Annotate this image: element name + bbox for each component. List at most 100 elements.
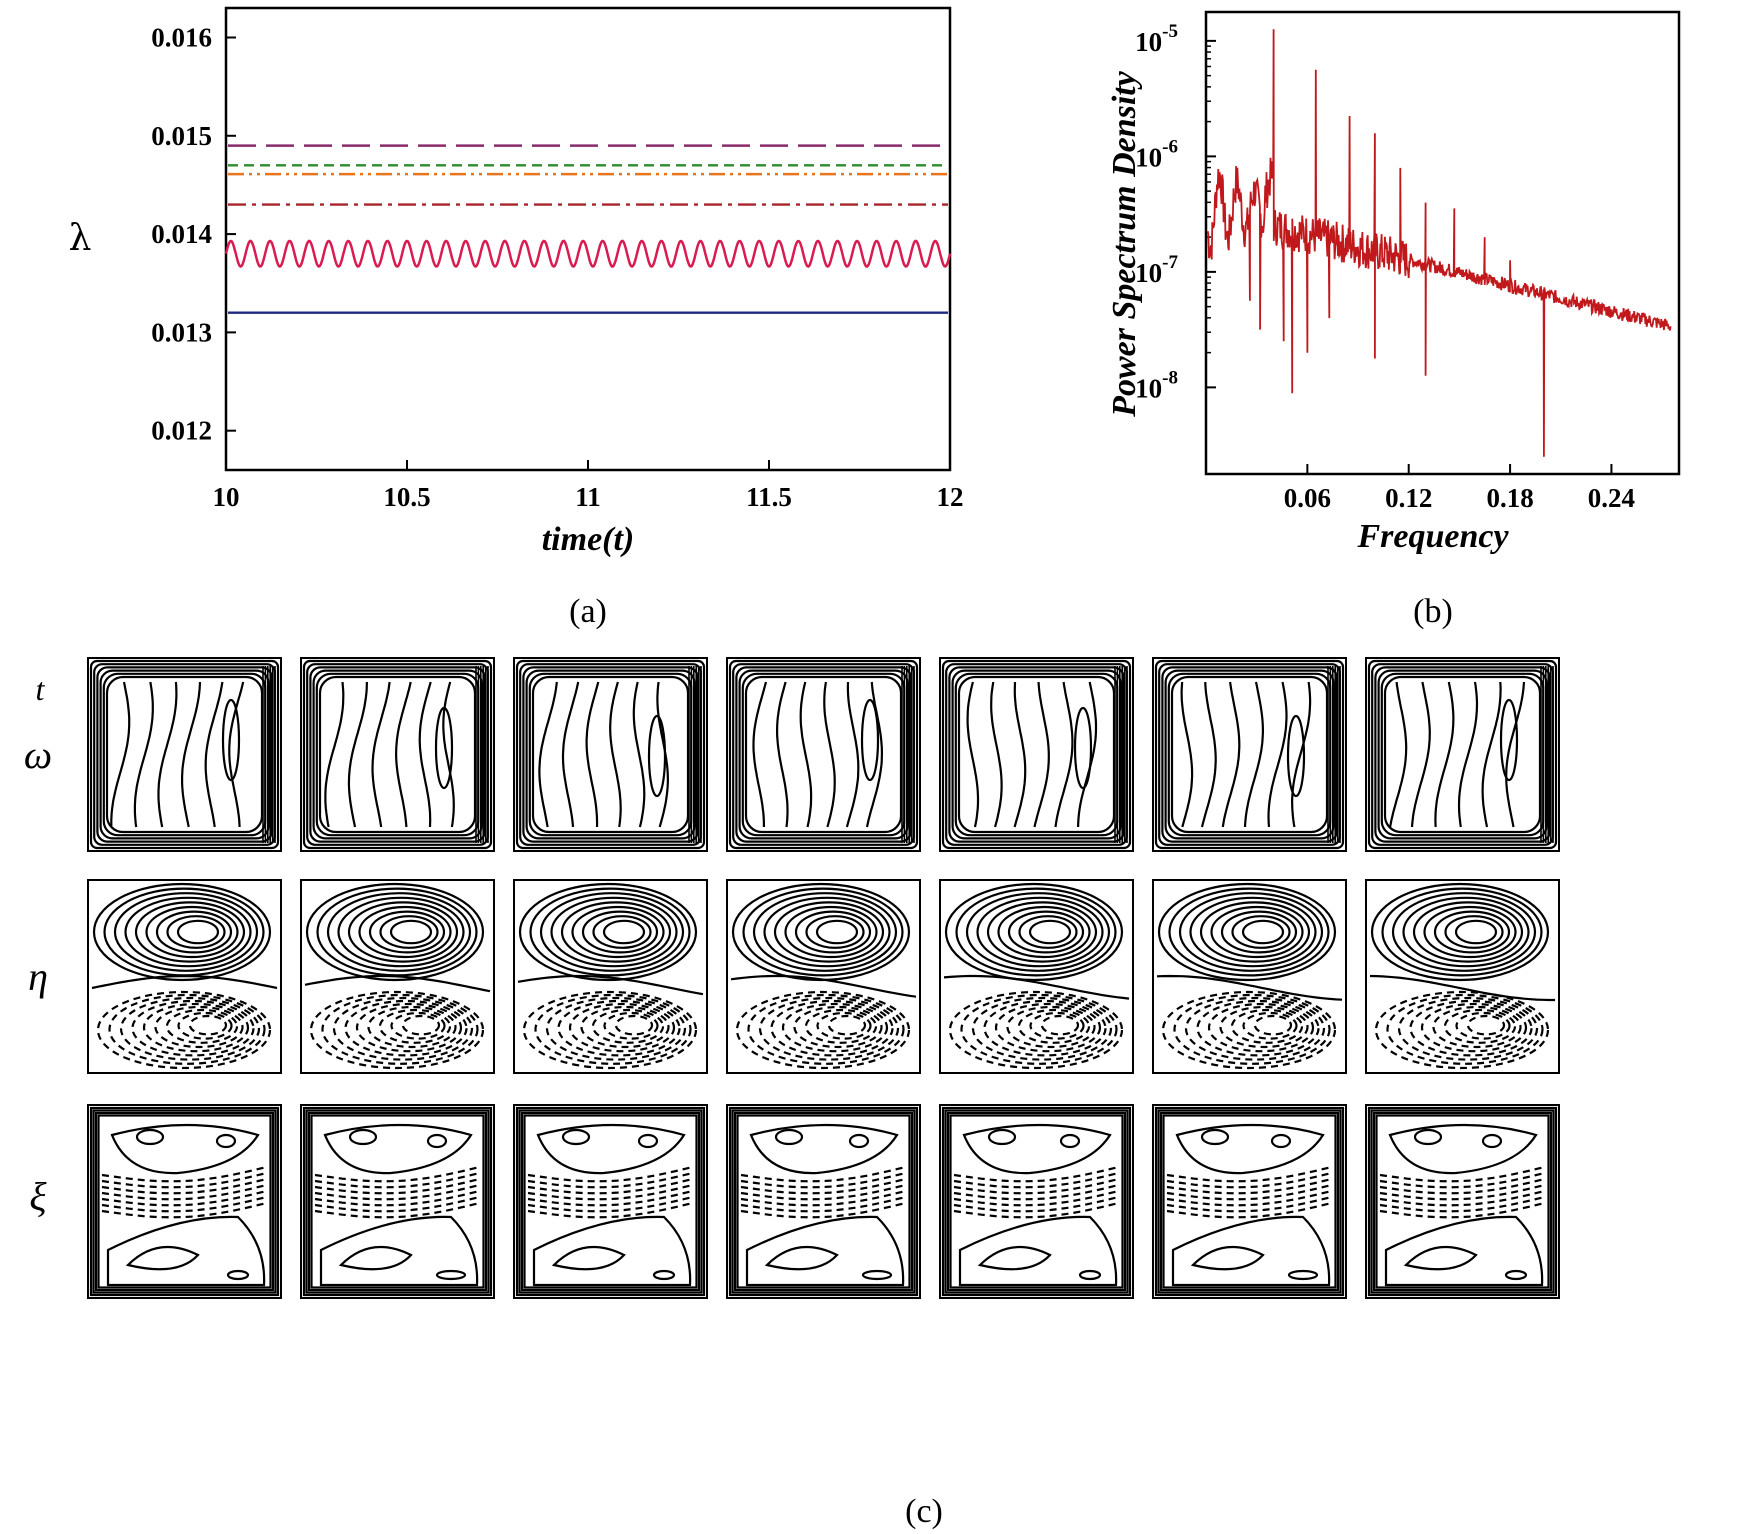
xi-negative-contour (1379, 1177, 1546, 1195)
vorticity-contour (1077, 681, 1098, 828)
xi-boundary-contour (1162, 1114, 1337, 1289)
eta-positive-contour (124, 896, 252, 968)
eta-negative-contour (154, 1005, 244, 1049)
xi-negative-contour (1379, 1189, 1546, 1207)
xi-lower-contour (745, 1215, 905, 1287)
xi-island-contour (561, 1128, 591, 1146)
xi-negative-contour (101, 1177, 268, 1195)
eta-negative-contour (816, 1011, 872, 1040)
xi-contour-panel (513, 1104, 708, 1299)
xi-inner-contour (338, 1245, 413, 1271)
eta-negative-contour (1040, 1014, 1080, 1036)
eta-positive-contour (997, 905, 1091, 959)
row-label-xi: ξ (29, 1174, 47, 1219)
eta-positive-contour (529, 887, 691, 977)
eta-negative-contour (1374, 990, 1550, 1070)
chart-b-ytick-label: 10-7 (1135, 252, 1178, 288)
vorticity-boundary-contour (735, 666, 912, 843)
eta-contour-panel (1152, 879, 1347, 1074)
xi-island-contour (215, 1133, 237, 1149)
eta-negative-contour (119, 996, 261, 1061)
eta-positive-contour (752, 892, 898, 972)
vorticity-contour (133, 681, 154, 828)
eta-negative-contour (1386, 993, 1544, 1065)
xi-negative-contour (314, 1171, 481, 1189)
chart-a-ytick-label: 0.015 (151, 121, 212, 151)
eta-negative-contour (378, 1008, 452, 1044)
vorticity-boundary-contour (948, 666, 1125, 843)
eta-positive-contour (1370, 882, 1550, 982)
xi-island-contour (135, 1128, 165, 1146)
xi-negative-contour (314, 1177, 481, 1195)
eta-positive-contour (815, 919, 859, 945)
eta-positive-contour (1423, 905, 1517, 959)
vorticity-contour (181, 681, 202, 828)
caption-a: (a) (569, 593, 607, 630)
chart-a-ytick-label: 0.013 (151, 317, 212, 347)
eta-positive-contour (1168, 887, 1330, 977)
eta-negative-contour (557, 999, 681, 1057)
xi-boundary-contour (97, 1114, 272, 1289)
eta-contour-panel (1365, 879, 1560, 1074)
vorticity-contour-panel (726, 657, 921, 852)
chart-a-xtick-label: 11.5 (746, 482, 792, 512)
xi-island-contour (1481, 1133, 1503, 1149)
xi-negative-contour (314, 1165, 481, 1183)
eta-positive-contour (1157, 882, 1337, 982)
vorticity-boundary-contour (1367, 659, 1558, 850)
xi-island-contour (652, 1269, 676, 1281)
contour-frame (726, 657, 921, 852)
xi-boundary-contour (89, 1106, 280, 1297)
eta-positive-contour (602, 919, 646, 945)
eta-zero-contour (1156, 974, 1343, 1001)
vorticity-contour-panel (1152, 657, 1347, 852)
vorticity-contour (632, 681, 646, 828)
xi-negative-contour (740, 1189, 907, 1207)
xi-negative-contour (953, 1189, 1120, 1207)
eta-positive-contour (986, 901, 1098, 963)
eta-negative-contour (1420, 1002, 1528, 1053)
xi-negative-contour (527, 1177, 694, 1195)
eta-zero-contour (517, 974, 704, 996)
row-labels: ω η ξ (24, 732, 52, 1219)
eta-positive-contour (571, 905, 665, 959)
eta-contour-panel (300, 879, 495, 1074)
vorticity-contour (752, 681, 768, 827)
eta-negative-contour (1432, 1005, 1522, 1049)
xi-boundary-contour (92, 1109, 277, 1294)
eta-negative-contour (321, 993, 479, 1065)
vorticity-contour (1505, 681, 1526, 828)
xi-negative-contour (740, 1171, 907, 1189)
xi-boundary-contour (1154, 1106, 1345, 1297)
vorticity-contour (347, 681, 368, 828)
xi-boundary-contour (1372, 1111, 1553, 1292)
xi-island-contour (848, 1133, 870, 1149)
xi-negative-contour (101, 1165, 268, 1183)
eta-positive-contour (1018, 915, 1078, 949)
xi-negative-contour (101, 1189, 268, 1207)
xi-negative-contour (1166, 1195, 1333, 1213)
vorticity-contour-panel (939, 657, 1134, 852)
vorticity-contour (1180, 681, 1194, 828)
xi-boundary-contour (944, 1109, 1129, 1294)
xi-boundary-contour (941, 1106, 1132, 1297)
eta-positive-contour (305, 882, 485, 982)
eta-negative-contour (747, 993, 905, 1065)
eta-positive-contour (1199, 901, 1311, 963)
xi-contour-panel (1152, 1104, 1347, 1299)
xi-lower-contour (1171, 1215, 1331, 1287)
vorticity-contour (110, 681, 131, 827)
xi-boundary-contour (523, 1114, 698, 1289)
xi-negative-contour (1379, 1171, 1546, 1189)
vorticity-contour (845, 681, 860, 828)
vorticity-boundary-contour (522, 666, 699, 843)
vorticity-contour (1267, 681, 1288, 828)
chart-a-frame (224, 6, 952, 472)
chart-b-y-ticks: 10-8 10-7 10-6 10-5 (1135, 21, 1216, 403)
xi-boundary-contour (1159, 1111, 1340, 1292)
vorticity-contour (1481, 681, 1502, 828)
vorticity-boundary-contour (728, 659, 919, 850)
xi-boundary-contour (1370, 1109, 1555, 1294)
xi-boundary-contour (94, 1111, 275, 1292)
eta-positive-contour (763, 896, 891, 968)
